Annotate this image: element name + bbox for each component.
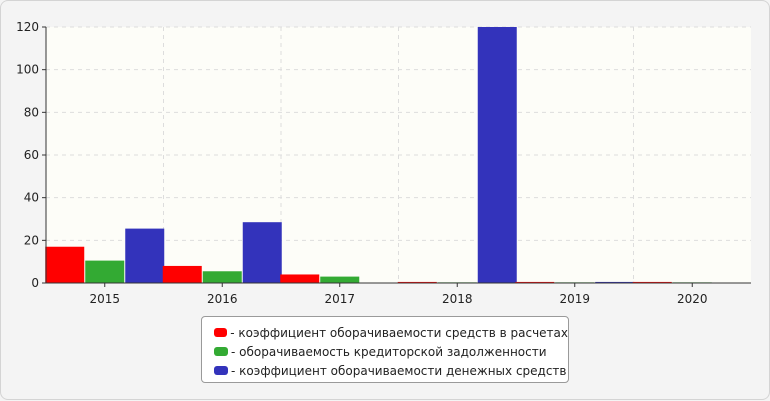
- bar: [162, 265, 202, 283]
- x-tick-label: 2015: [89, 292, 120, 306]
- x-tick-label: 2018: [442, 292, 473, 306]
- bar: [595, 281, 635, 283]
- legend-label: - коэффициент оборачиваемости денежных с…: [231, 363, 567, 378]
- x-tick-label: 2020: [677, 292, 708, 306]
- y-tick-label: 40: [24, 191, 39, 205]
- bar: [397, 281, 437, 283]
- legend-item-payables-turnover: - оборачиваемость кредиторской задолженн…: [202, 342, 568, 361]
- y-tick-label: 100: [16, 63, 39, 77]
- bar: [45, 246, 85, 283]
- legend-swatch-blue: [214, 366, 228, 375]
- y-tick-labels: 0 20 40 60 80 100 120: [16, 20, 39, 290]
- x-tick-label: 2019: [559, 292, 590, 306]
- legend-item-cash-turnover: - коэффициент оборачиваемости денежных с…: [202, 361, 568, 380]
- bar: [632, 281, 672, 283]
- bars: [45, 27, 712, 283]
- bar: [242, 222, 282, 283]
- bar: [477, 27, 517, 283]
- legend-item-receivables-turnover: - коэффициент оборачиваемости средств в …: [202, 323, 568, 342]
- legend-label: - оборачиваемость кредиторской задолженн…: [231, 344, 547, 359]
- bar: [280, 274, 320, 283]
- legend: - коэффициент оборачиваемости средств в …: [201, 316, 569, 383]
- x-tick-labels: 2015 2016 2017 2018 2019 2020: [89, 292, 707, 306]
- y-tick-label: 20: [24, 233, 39, 247]
- bar: [515, 281, 555, 283]
- bar: [125, 228, 165, 283]
- y-tick-label: 120: [16, 20, 39, 34]
- bar: [320, 276, 360, 283]
- legend-swatch-red: [214, 328, 228, 337]
- x-tick-label: 2016: [207, 292, 238, 306]
- y-tick-label: 60: [24, 148, 39, 162]
- legend-swatch-green: [214, 347, 228, 356]
- bar: [202, 271, 242, 283]
- bar: [85, 260, 125, 283]
- axes: [42, 26, 751, 287]
- x-tick-label: 2017: [324, 292, 355, 306]
- y-tick-label: 80: [24, 105, 39, 119]
- legend-label: - коэффициент оборачиваемости средств в …: [230, 325, 568, 340]
- y-tick-label: 0: [31, 276, 39, 290]
